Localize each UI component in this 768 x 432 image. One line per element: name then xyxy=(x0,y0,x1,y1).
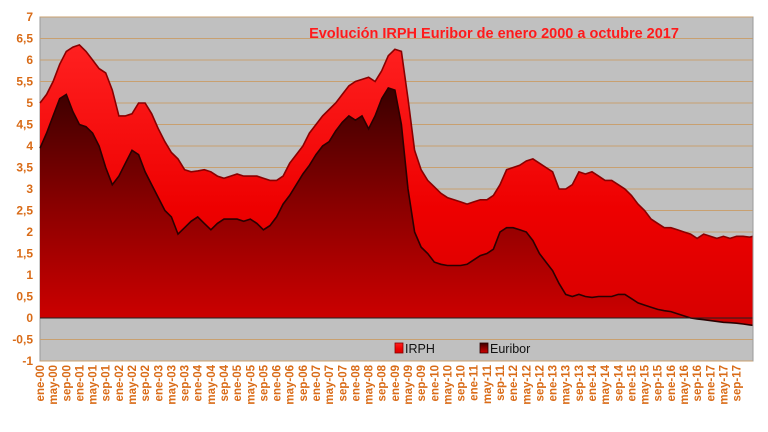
y-tick-label: -1 xyxy=(22,354,33,368)
y-axis-ticks: -1 -0,5 0 0,5 1 1,5 2 2,5 3 3,5 4 4,5 5 5,5 6 6,5 7 xyxy=(12,10,33,368)
x-tick-label: may-10 xyxy=(442,365,454,405)
x-tick-label: may-00 xyxy=(48,365,60,405)
x-tick-label: ene-01 xyxy=(74,364,86,401)
y-tick-label: 2 xyxy=(26,225,33,239)
x-tick-label: ene-14 xyxy=(587,364,599,401)
x-tick-label: ene-11 xyxy=(469,364,481,400)
x-tick-label: sep-12 xyxy=(534,365,546,401)
x-tick-label: may-17 xyxy=(718,365,730,405)
x-tick-label: sep-01 xyxy=(101,364,113,401)
x-tick-label: may-16 xyxy=(679,365,691,405)
x-tick-label: may-15 xyxy=(640,364,652,404)
x-tick-label: ene-04 xyxy=(193,364,205,401)
x-tick-label: ene-09 xyxy=(390,365,402,401)
y-tick-label: 4,5 xyxy=(16,118,33,132)
x-tick-label: sep-15 xyxy=(653,364,665,401)
y-tick-label: -0,5 xyxy=(12,333,33,347)
y-tick-label: 5,5 xyxy=(16,75,33,89)
x-tick-label: sep-04 xyxy=(219,364,231,401)
x-tick-label: ene-10 xyxy=(429,365,441,401)
x-tick-label: ene-06 xyxy=(272,365,284,401)
x-tick-label: may-11 xyxy=(482,364,494,404)
x-tick-label: may-08 xyxy=(364,364,376,404)
series-line-euribor xyxy=(39,86,754,327)
x-tick-label: ene-07 xyxy=(311,365,323,401)
y-tick-label: 6 xyxy=(26,53,33,67)
y-tick-label: 6,5 xyxy=(16,32,33,46)
y-tick-label: 3 xyxy=(26,182,33,196)
legend: IRPH Euribor xyxy=(394,342,530,356)
x-tick-label: sep-00 xyxy=(61,365,73,401)
series-line-irph xyxy=(39,43,754,240)
x-tick-label: may-03 xyxy=(166,365,178,405)
y-tick-label: 4 xyxy=(26,139,33,153)
x-tick-label: ene-15 xyxy=(626,364,638,401)
legend-label-euribor: Euribor xyxy=(490,342,530,356)
x-tick-label: may-12 xyxy=(521,365,533,405)
x-tick-label: may-05 xyxy=(245,364,257,404)
x-tick-label: sep-14 xyxy=(613,364,625,401)
x-tick-label: ene-17 xyxy=(705,365,717,401)
x-tick-label: may-04 xyxy=(206,364,218,404)
x-tick-label: sep-03 xyxy=(180,365,192,401)
chart-title: Evolución IRPH Euribor de enero 2000 a o… xyxy=(309,26,679,42)
y-tick-label: 0,5 xyxy=(16,290,33,304)
y-tick-label: 5 xyxy=(26,96,33,110)
y-tick-label: 1,5 xyxy=(16,247,33,261)
legend-swatch-irph xyxy=(394,342,404,354)
series-area-euribor xyxy=(40,87,753,326)
x-tick-label: ene-13 xyxy=(548,365,560,401)
x-axis-ticks: ene-00 may-00 sep-00 ene-01 may-01 sep-01 ene-… xyxy=(35,364,744,404)
x-tick-label: ene-05 xyxy=(232,364,244,401)
x-tick-label: sep-13 xyxy=(574,365,586,401)
x-tick-label: may-06 xyxy=(285,365,297,405)
x-tick-label: sep-02 xyxy=(140,365,152,401)
x-tick-label: ene-02 xyxy=(114,365,126,401)
x-tick-label: sep-05 xyxy=(258,364,270,401)
y-tick-label: 2,5 xyxy=(16,204,33,218)
x-tick-label: may-07 xyxy=(324,365,336,405)
x-tick-label: sep-06 xyxy=(298,365,310,401)
area-series xyxy=(39,43,754,327)
x-tick-label: ene-08 xyxy=(350,364,362,401)
y-tick-label: 7 xyxy=(26,10,33,24)
x-tick-label: ene-03 xyxy=(153,365,165,401)
y-tick-label: 0 xyxy=(26,311,33,325)
x-tick-label: sep-08 xyxy=(377,364,389,401)
legend-swatch-euribor xyxy=(479,342,489,354)
x-tick-label: sep-17 xyxy=(732,365,744,401)
x-tick-label: ene-00 xyxy=(35,365,47,401)
x-tick-label: sep-09 xyxy=(416,365,428,401)
x-tick-label: may-13 xyxy=(561,365,573,405)
x-tick-label: sep-07 xyxy=(337,365,349,401)
x-tick-label: sep-11 xyxy=(495,364,507,400)
x-tick-label: may-01 xyxy=(88,364,100,404)
x-tick-label: ene-12 xyxy=(508,365,520,401)
x-tick-label: may-02 xyxy=(127,365,139,405)
x-tick-label: may-09 xyxy=(403,365,415,405)
x-tick-label: ene-16 xyxy=(666,365,678,401)
x-tick-label: sep-10 xyxy=(456,365,468,401)
x-tick-label: may-14 xyxy=(600,364,612,404)
x-tick-label: sep-16 xyxy=(692,365,704,401)
y-tick-label: 3,5 xyxy=(16,161,33,175)
y-tick-label: 1 xyxy=(26,268,33,282)
legend-label-irph: IRPH xyxy=(405,342,435,356)
